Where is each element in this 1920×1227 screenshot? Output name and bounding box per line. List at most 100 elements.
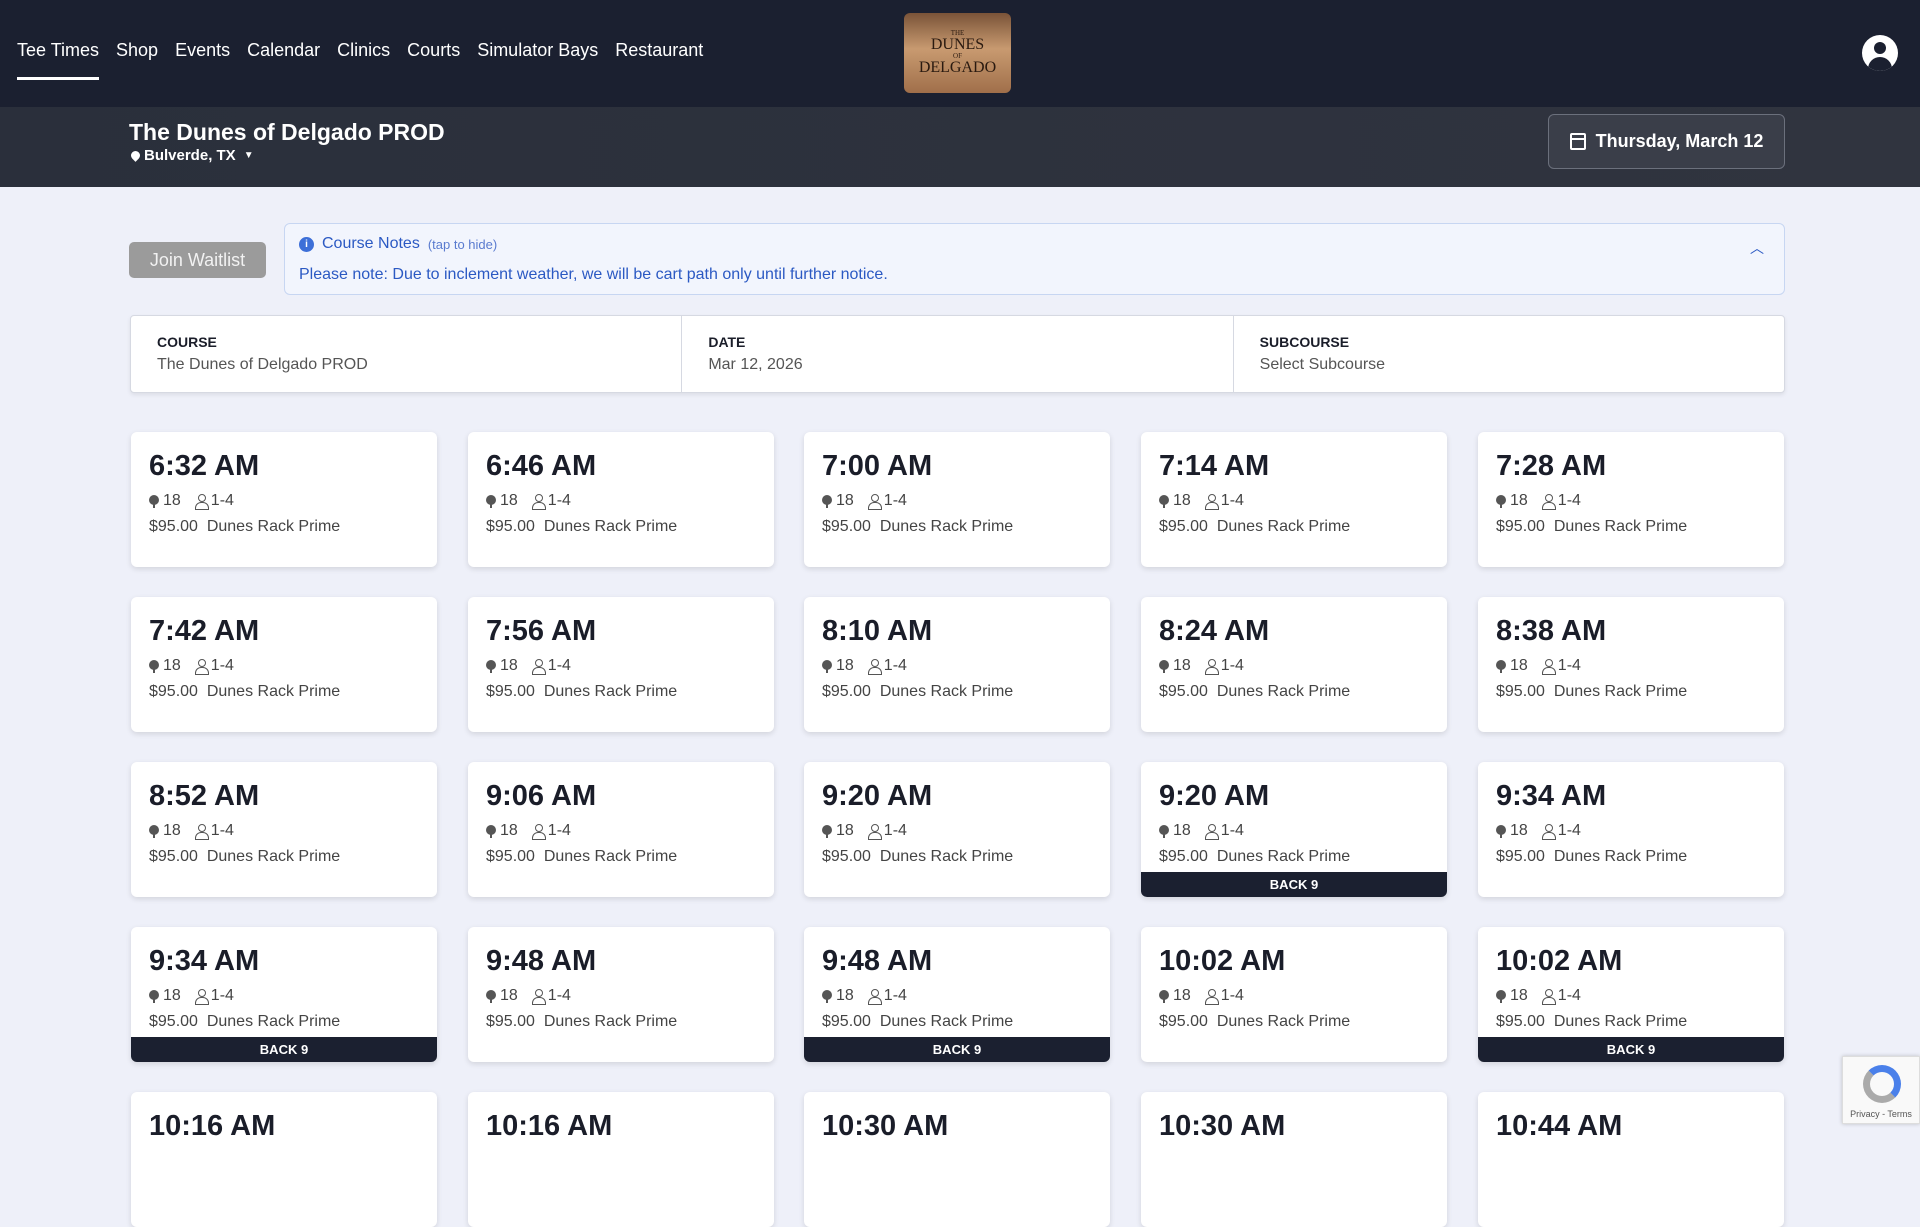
golf-ball-icon	[149, 824, 159, 838]
nav-simulator-bays[interactable]: Simulator Bays	[477, 40, 599, 60]
holes: 18	[500, 987, 518, 1004]
players: 1-4	[883, 987, 907, 1004]
tee-time-card[interactable]: 9:20 AM 18 1-4 $95.00 Dunes Rack Prime BACK …	[1141, 762, 1447, 897]
tee-time-card[interactable]: 8:10 AM 18 1-4 $95.00 Dunes Rack Prime	[804, 597, 1110, 732]
tee-time: 9:20 AM	[822, 780, 933, 812]
tee-time-meta: 18 1-4	[1159, 987, 1244, 1005]
nav-events[interactable]: Events	[175, 40, 231, 60]
price-rate: $95.00 Dunes Rack Prime	[486, 683, 677, 701]
person-icon	[867, 494, 882, 510]
players: 1-4	[1557, 987, 1581, 1004]
tee-time: 7:00 AM	[822, 450, 933, 482]
golf-ball-icon	[486, 824, 496, 838]
club-logo[interactable]: THE DUNES OF DELGADO	[904, 13, 1011, 93]
tee-time-card[interactable]: 10:30 AM	[804, 1092, 1110, 1227]
players: 1-4	[1220, 492, 1244, 509]
tee-time-card[interactable]: 9:20 AM 18 1-4 $95.00 Dunes Rack Prime	[804, 762, 1110, 897]
tee-time-meta: 18 1-4	[149, 987, 234, 1005]
tee-time-card[interactable]: 9:34 AM 18 1-4 $95.00 Dunes Rack Prime	[1478, 762, 1784, 897]
tee-time-card[interactable]: 10:30 AM	[1141, 1092, 1447, 1227]
price-rate: $95.00 Dunes Rack Prime	[1496, 848, 1687, 866]
tee-time-card[interactable]: 7:28 AM 18 1-4 $95.00 Dunes Rack Prime	[1478, 432, 1784, 567]
players: 1-4	[883, 657, 907, 674]
price: $95.00	[486, 683, 535, 700]
tee-time-card[interactable]: 9:34 AM 18 1-4 $95.00 Dunes Rack Prime BACK …	[131, 927, 437, 1062]
tee-time: 9:34 AM	[1496, 780, 1607, 812]
recaptcha-links[interactable]: Privacy - Terms	[1850, 1109, 1912, 1119]
golf-ball-icon	[1159, 494, 1169, 508]
golf-ball-icon	[1496, 494, 1506, 508]
golf-ball-icon	[1496, 824, 1506, 838]
logo-text: DELGADO	[918, 59, 997, 76]
tee-time-card[interactable]: 10:02 AM 18 1-4 $95.00 Dunes Rack Prime BACK…	[1478, 927, 1784, 1062]
rate-name: Dunes Rack Prime	[1553, 848, 1688, 865]
tee-time: 10:02 AM	[1496, 945, 1623, 977]
tee-time-card[interactable]: 9:48 AM 18 1-4 $95.00 Dunes Rack Prime	[468, 927, 774, 1062]
tee-time: 9:06 AM	[486, 780, 597, 812]
course-notes-panel[interactable]: i Course Notes (tap to hide) Please note…	[284, 223, 1785, 295]
tee-time-card[interactable]: 7:14 AM 18 1-4 $95.00 Dunes Rack Prime	[1141, 432, 1447, 567]
tee-time-card[interactable]: 7:42 AM 18 1-4 $95.00 Dunes Rack Prime	[131, 597, 437, 732]
tee-time-card[interactable]: 6:46 AM 18 1-4 $95.00 Dunes Rack Prime	[468, 432, 774, 567]
price: $95.00	[1496, 1013, 1545, 1030]
tee-time-meta: 18 1-4	[149, 492, 234, 510]
tee-time-card[interactable]: 8:52 AM 18 1-4 $95.00 Dunes Rack Prime	[131, 762, 437, 897]
tee-time-card[interactable]: 7:00 AM 18 1-4 $95.00 Dunes Rack Prime	[804, 432, 1110, 567]
caret-down-icon: ▼	[243, 150, 254, 161]
tee-time: 6:46 AM	[486, 450, 597, 482]
back-9-badge: BACK 9	[131, 1037, 437, 1062]
tee-time-card[interactable]: 7:56 AM 18 1-4 $95.00 Dunes Rack Prime	[468, 597, 774, 732]
tee-time-card[interactable]: 8:24 AM 18 1-4 $95.00 Dunes Rack Prime	[1141, 597, 1447, 732]
tee-time-meta: 18 1-4	[1159, 822, 1244, 840]
golf-ball-icon	[486, 494, 496, 508]
nav-restaurant[interactable]: Restaurant	[615, 40, 704, 60]
tee-time-card[interactable]: 6:32 AM 18 1-4 $95.00 Dunes Rack Prime	[131, 432, 437, 567]
nav-courts[interactable]: Courts	[407, 40, 461, 60]
top-navbar: Tee Times Shop Events Calendar Clinics C…	[0, 0, 1920, 107]
players: 1-4	[210, 657, 234, 674]
players: 1-4	[547, 657, 571, 674]
tee-time-card[interactable]: 10:16 AM	[131, 1092, 437, 1227]
price-rate: $95.00 Dunes Rack Prime	[1496, 1013, 1687, 1031]
nav-tee-times[interactable]: Tee Times	[17, 40, 100, 80]
chevron-up-icon[interactable]: ︿	[1750, 240, 1764, 256]
rate-name: Dunes Rack Prime	[543, 518, 678, 535]
tee-time-card[interactable]: 10:02 AM 18 1-4 $95.00 Dunes Rack Prime	[1141, 927, 1447, 1062]
person-icon	[1204, 494, 1219, 510]
tee-time: 8:52 AM	[149, 780, 260, 812]
nav-shop[interactable]: Shop	[116, 40, 159, 60]
nav-calendar[interactable]: Calendar	[247, 40, 321, 60]
holes: 18	[1510, 822, 1528, 839]
players: 1-4	[1557, 822, 1581, 839]
tee-time-card[interactable]: 10:16 AM	[468, 1092, 774, 1227]
rate-name: Dunes Rack Prime	[543, 1013, 678, 1030]
price-rate: $95.00 Dunes Rack Prime	[149, 683, 340, 701]
recaptcha-badge[interactable]: Privacy - Terms	[1842, 1056, 1920, 1124]
holes: 18	[836, 987, 854, 1004]
price: $95.00	[149, 1013, 198, 1030]
location-selector[interactable]: Bulverde, TX ▼	[129, 147, 254, 164]
notes-body: Please note: Due to inclement weather, w…	[299, 266, 888, 283]
calendar-icon	[1569, 133, 1586, 150]
price: $95.00	[149, 518, 198, 535]
price: $95.00	[822, 518, 871, 535]
price: $95.00	[486, 1013, 535, 1030]
rate-name: Dunes Rack Prime	[543, 848, 678, 865]
tee-time-card[interactable]: 9:06 AM 18 1-4 $95.00 Dunes Rack Prime	[468, 762, 774, 897]
course-filter[interactable]: COURSE The Dunes of Delgado PROD	[131, 316, 683, 392]
price-rate: $95.00 Dunes Rack Prime	[1159, 848, 1350, 866]
tee-time-card[interactable]: 8:38 AM 18 1-4 $95.00 Dunes Rack Prime	[1478, 597, 1784, 732]
tee-time-meta: 18 1-4	[149, 822, 234, 840]
tee-time-card[interactable]: 9:48 AM 18 1-4 $95.00 Dunes Rack Prime BACK …	[804, 927, 1110, 1062]
date-filter[interactable]: DATE Mar 12, 2026	[682, 316, 1234, 392]
nav-clinics[interactable]: Clinics	[337, 40, 391, 60]
person-icon	[867, 824, 882, 840]
join-waitlist-button[interactable]: Join Waitlist	[129, 242, 266, 278]
user-account-icon[interactable]	[1862, 35, 1898, 71]
tee-time-meta: 18 1-4	[149, 657, 234, 675]
tee-time-card[interactable]: 10:44 AM	[1478, 1092, 1784, 1227]
subcourse-filter[interactable]: SUBCOURSE Select Subcourse	[1234, 316, 1784, 392]
date-picker-button[interactable]: Thursday, March 12	[1548, 114, 1785, 169]
players: 1-4	[547, 822, 571, 839]
rate-name: Dunes Rack Prime	[206, 518, 341, 535]
